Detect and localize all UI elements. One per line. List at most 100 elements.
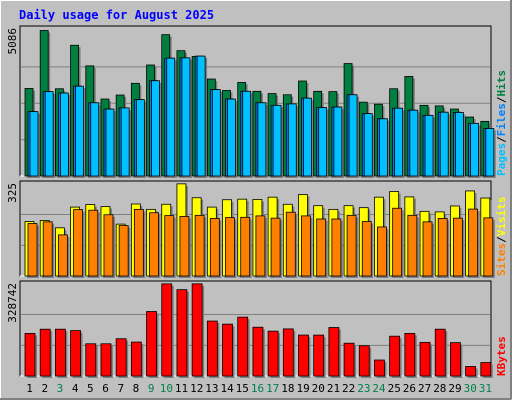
pages-bar xyxy=(59,92,69,177)
pages-bar xyxy=(181,57,191,177)
sites-bar xyxy=(225,217,235,277)
pages-bar xyxy=(409,109,419,177)
kbytes-bar xyxy=(191,283,203,377)
sites-bar xyxy=(255,215,266,277)
sites-bar xyxy=(422,221,433,277)
sites-bar xyxy=(331,218,342,277)
day-label: 6 xyxy=(102,382,109,395)
day-label: 4 xyxy=(72,382,79,395)
pages-bar xyxy=(196,55,206,177)
legend-pages-files-hits-item: Files xyxy=(495,103,508,136)
kbytes-bar xyxy=(374,359,385,377)
day-label: 25 xyxy=(388,382,401,395)
pages-bar xyxy=(166,57,176,177)
day-label: 16 xyxy=(251,382,264,395)
day-label: 3 xyxy=(57,382,64,395)
day-label: 2 xyxy=(41,382,48,395)
sites-bar xyxy=(133,208,144,277)
legend-pages-files-hits-item: / xyxy=(495,96,508,103)
kbytes-bar xyxy=(434,328,446,377)
sites-bar xyxy=(377,226,387,277)
kbytes-bar xyxy=(146,311,157,377)
sites-bar xyxy=(361,221,372,277)
sites-bar xyxy=(149,212,159,277)
day-label: 14 xyxy=(220,382,234,395)
kbytes-bar xyxy=(130,341,142,377)
day-label: 5 xyxy=(87,382,94,395)
sites-bar xyxy=(103,214,114,277)
kbytes-bar xyxy=(282,328,294,377)
sites-bar xyxy=(483,217,494,277)
day-label: 24 xyxy=(372,382,386,395)
day-label: 21 xyxy=(327,382,340,395)
pages-bar xyxy=(272,104,282,177)
day-label: 15 xyxy=(236,382,249,395)
day-label: 12 xyxy=(190,382,203,395)
kbytes-bar xyxy=(115,338,127,377)
kbytes-bar xyxy=(161,283,173,377)
kbytes-bar xyxy=(85,343,97,377)
kbytes-bar xyxy=(54,328,66,377)
day-labels: 1 2 3 4 5 6 7 8 9 10 11 12 13 14 15 16 17 18 19 20 21 22 23 24 2… xyxy=(26,382,492,395)
day-label: 10 xyxy=(160,382,173,395)
day-label: 20 xyxy=(312,382,325,395)
legend-pages-files-hits-item: Pages xyxy=(495,143,508,176)
day-label: 30 xyxy=(464,382,477,395)
sites-bar xyxy=(453,217,463,277)
day-label: 11 xyxy=(175,382,188,395)
sites-bar xyxy=(194,214,205,277)
pages-bar xyxy=(394,107,404,177)
day-label: 18 xyxy=(281,382,294,395)
sites-bar xyxy=(27,223,38,277)
pages-bar xyxy=(151,80,160,177)
pages-bar xyxy=(227,98,236,177)
pages-bar xyxy=(363,113,373,177)
kbytes-bar xyxy=(24,332,36,377)
kbytes-bar xyxy=(298,334,309,377)
kbytes-bar xyxy=(39,328,51,377)
day-label: 27 xyxy=(418,382,431,395)
sites-bar xyxy=(240,216,251,277)
sites-bar xyxy=(88,209,99,277)
day-label: 17 xyxy=(266,382,279,395)
kbytes-bar xyxy=(328,327,340,377)
pages-bar xyxy=(379,118,388,177)
kbytes-bar xyxy=(389,335,401,377)
day-label: 23 xyxy=(357,382,370,395)
pages-bar xyxy=(44,91,54,177)
day-label: 9 xyxy=(148,382,155,395)
y-max-label: 5086 xyxy=(6,28,19,55)
kbytes-bar xyxy=(343,342,355,377)
sites-bar xyxy=(301,215,311,277)
kbytes-bar xyxy=(206,320,218,377)
panel-2: 325 xyxy=(6,180,495,278)
pages-bar xyxy=(439,111,449,177)
legend-pages-files-hits-item: / xyxy=(495,136,508,143)
pages-bar xyxy=(455,112,464,177)
day-label: 7 xyxy=(117,382,124,395)
sites-bar xyxy=(73,209,83,277)
pages-bar xyxy=(257,102,267,177)
pages-bar xyxy=(29,111,39,177)
legend-sites-visits-item: Sites xyxy=(495,243,508,276)
kbytes-bar xyxy=(313,334,325,377)
sites-bar xyxy=(270,217,281,277)
sites-bar xyxy=(346,214,357,277)
day-label: 8 xyxy=(133,382,140,395)
kbytes-bar xyxy=(450,342,461,377)
sites-bar xyxy=(57,234,68,277)
pages-bar xyxy=(120,107,130,177)
sites-bar xyxy=(468,208,479,277)
pages-bar xyxy=(105,108,115,177)
sites-bar xyxy=(316,218,327,277)
sites-bar xyxy=(209,218,220,277)
pages-bar xyxy=(424,114,434,177)
kbytes-bar xyxy=(480,362,492,377)
sites-bar xyxy=(392,207,403,277)
day-label: 13 xyxy=(205,382,218,395)
kbytes-bar xyxy=(176,289,188,377)
pages-bar xyxy=(333,106,343,177)
pages-bar xyxy=(242,90,252,177)
